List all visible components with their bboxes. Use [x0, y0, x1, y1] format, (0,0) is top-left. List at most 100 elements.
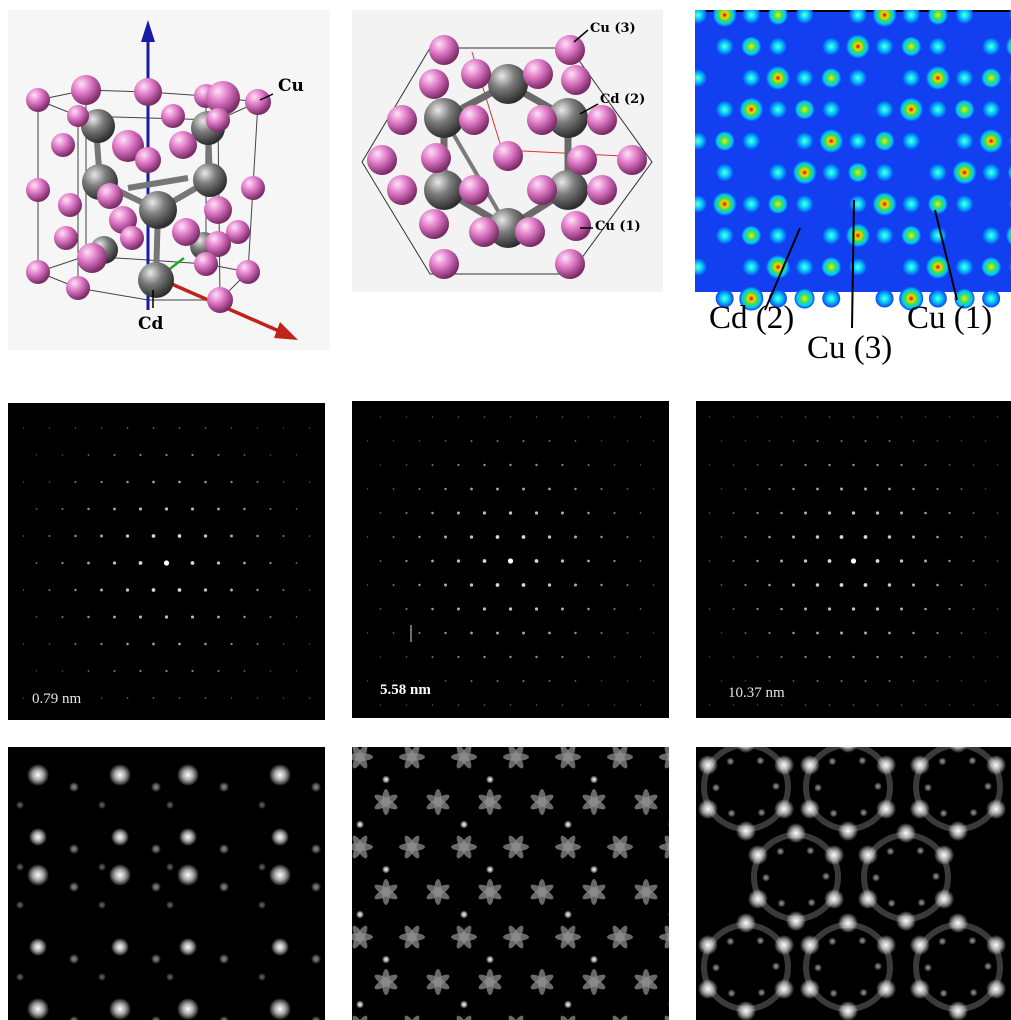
petal-feature [634, 884, 658, 900]
diffraction-spot [379, 560, 382, 562]
diffraction-spot [626, 488, 629, 490]
faint-spot [916, 846, 925, 855]
diffraction-spot [431, 656, 434, 658]
diffraction-spot [639, 704, 642, 706]
diffraction-spot [509, 704, 512, 706]
diffraction-spot [112, 561, 117, 565]
diffraction-spot [431, 559, 434, 563]
diffraction-spot [652, 536, 655, 538]
cu-density-peak [695, 132, 707, 150]
faint-spot [984, 962, 992, 971]
diffraction-spot [960, 632, 963, 634]
diffraction-spot [190, 561, 195, 565]
diffraction-spot [875, 607, 880, 611]
diffraction-spot [984, 440, 987, 442]
diffraction-spot [936, 631, 939, 635]
faint-spot [726, 937, 735, 946]
diffraction-spot [495, 583, 500, 587]
cd-density-peak [872, 192, 897, 216]
faint-spot [258, 863, 266, 871]
diffraction-spot [295, 508, 298, 510]
faint-spot [69, 844, 79, 854]
diffraction-spot [535, 655, 538, 659]
diffraction-spot [482, 559, 487, 563]
unit-cell-3d-drawing [26, 20, 298, 340]
cu-density-peak [902, 258, 921, 276]
diffraction-spot [851, 607, 856, 611]
bright-spot [774, 979, 795, 999]
bright-spot [838, 913, 858, 933]
faint-spot [874, 782, 882, 791]
bright-spot [747, 889, 768, 909]
diffraction-spot [900, 704, 903, 706]
diffraction-spot [230, 588, 233, 592]
petal-feature [560, 835, 576, 859]
faint-spot [98, 901, 106, 909]
diffraction-spot [379, 512, 382, 514]
diffraction-spot [863, 583, 868, 587]
cd-density-peak [979, 129, 1004, 153]
cu-density-peak [875, 226, 894, 245]
diffraction-spot [732, 416, 735, 418]
petal-feature [530, 974, 554, 990]
diffraction-spot [366, 584, 369, 586]
diffraction-spot [948, 656, 951, 658]
faint-spot [924, 963, 932, 972]
cu-atom [51, 133, 75, 157]
faint-spot [151, 882, 161, 892]
diffraction-spot [744, 440, 747, 442]
petal-feature [530, 884, 554, 900]
cu-density-peak [928, 226, 947, 245]
faint-spot [712, 783, 720, 792]
diffraction-spot [535, 704, 538, 706]
diffraction-spot [366, 440, 369, 442]
faint-spot [757, 808, 766, 817]
faint-spot [859, 808, 868, 817]
cd-atom [81, 109, 115, 143]
diffraction-spot [924, 511, 927, 515]
diffraction-spot [626, 680, 629, 682]
diffraction-spot [74, 534, 77, 538]
diffraction-spot [495, 535, 500, 539]
faint-spot [772, 962, 780, 971]
diffraction-spot [256, 588, 259, 592]
cu-density-peak [794, 288, 815, 309]
diffraction-spot [457, 607, 460, 611]
bright-spot [786, 911, 806, 931]
cu-density-peak [768, 163, 787, 182]
diffraction-spot [165, 453, 168, 457]
diffraction-spot [379, 608, 382, 610]
cu-density-peak [742, 195, 761, 213]
diffraction-spot [972, 704, 975, 706]
diffraction-spot [756, 656, 759, 658]
diffraction-spot [936, 680, 939, 682]
petal-feature [664, 925, 669, 949]
diffraction-spot [791, 583, 796, 587]
faint-spot [822, 872, 830, 881]
diffraction-spot [113, 453, 116, 457]
diffraction-spot [457, 416, 460, 418]
diffraction-spot [756, 416, 759, 418]
diffraction-spot [827, 559, 832, 563]
diffraction-spot [126, 480, 129, 484]
diffraction-spot [509, 655, 512, 659]
bright-spot [799, 935, 820, 955]
diffraction-spot [887, 535, 892, 539]
diffraction-spot [418, 440, 421, 442]
diffraction-spot [996, 512, 999, 514]
bright-spot [382, 955, 390, 964]
cu-density-peak [821, 68, 842, 88]
diffraction-spot [282, 427, 285, 429]
diffraction-spot [780, 511, 783, 515]
diffraction-spot [190, 507, 195, 511]
cu-density-peak [901, 225, 922, 246]
diffraction-spot [35, 562, 38, 564]
diffraction-spot [984, 680, 987, 682]
petal-feature [404, 835, 420, 859]
faint-spot [311, 782, 321, 792]
diffraction-spot [587, 464, 590, 466]
bright-spot [986, 979, 1007, 999]
diffraction-spot [230, 534, 233, 538]
cu-atom [161, 104, 185, 128]
diffraction-spot [431, 511, 434, 515]
